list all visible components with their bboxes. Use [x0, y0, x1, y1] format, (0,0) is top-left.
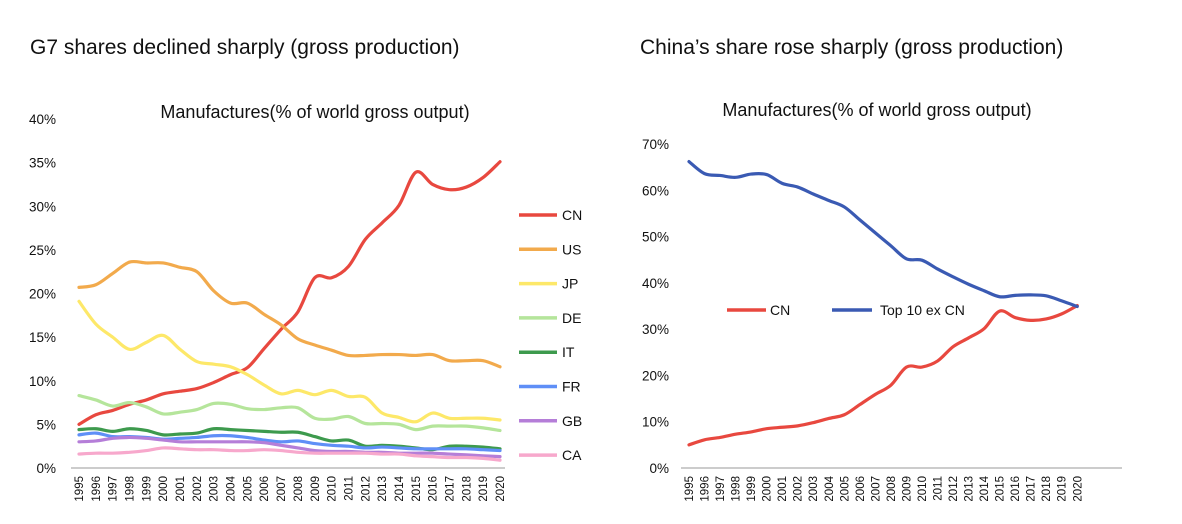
left-x-tick-label: 1998 — [125, 476, 137, 502]
right-x-tick-label: 2017 — [1026, 476, 1038, 502]
left-y-tick-label: 0% — [36, 461, 56, 476]
right-x-tick-label: 2007 — [870, 476, 882, 502]
right-y-tick-label: 40% — [642, 276, 669, 291]
left-y-tick-label: 20% — [29, 287, 56, 302]
right-x-tick-label: 2005 — [839, 476, 851, 502]
right-chart: Manufactures(% of world gross output) 0% 1… — [642, 100, 1122, 502]
left-x-tick-label: 2006 — [259, 476, 271, 502]
right-series-line-top-10-ex-cn — [687, 159, 1079, 309]
legend-label-cn: CN — [562, 207, 582, 223]
left-x-tick-label: 2018 — [461, 476, 473, 502]
right-y-tick-label: 0% — [649, 461, 669, 476]
left-x-tick-label: 2013 — [377, 476, 389, 502]
left-x-tick-label: 2009 — [310, 476, 322, 502]
left-x-tick-label: 2014 — [394, 475, 406, 501]
legend-label-jp: JP — [562, 276, 578, 292]
left-x-tick-label: 2011 — [343, 476, 355, 501]
right-x-tick-label: 1998 — [731, 476, 743, 502]
right-x-tick-label: 2018 — [1041, 476, 1053, 502]
right-x-tick-label: 2009 — [901, 476, 913, 502]
left-x-tick-label: 2016 — [428, 476, 440, 502]
legend-label-de: DE — [562, 310, 581, 326]
left-chart-title: Manufactures(% of world gross output) — [160, 102, 469, 122]
left-x-tick-label: 2005 — [242, 476, 254, 502]
right-legend: CN Top 10 ex CN — [727, 302, 965, 318]
right-y-tick-label: 20% — [642, 368, 669, 383]
right-y-tick-label: 10% — [642, 415, 669, 430]
right-y-tick-label: 30% — [642, 322, 669, 337]
legend-label-cn: CN — [770, 302, 790, 318]
left-x-tick-label: 1999 — [141, 476, 153, 502]
right-x-tick-label: 2016 — [1010, 476, 1022, 502]
legend-label-us: US — [562, 241, 581, 257]
left-series-line-cn — [77, 160, 502, 426]
left-x-tick-label: 2017 — [444, 476, 456, 502]
left-series-line-jp — [77, 299, 502, 424]
left-x-tick-label: 2007 — [276, 476, 288, 502]
left-legend: CN US JP DE IT FR GB CA — [519, 207, 582, 463]
left-x-tick-label: 1995 — [74, 476, 86, 502]
right-x-tick-label: 1999 — [746, 476, 758, 502]
legend-label-ca: CA — [562, 447, 582, 463]
right-x-tick-label: 2014 — [979, 475, 991, 501]
left-x-tick-label: 2019 — [478, 476, 490, 502]
right-x-tick-label: 2006 — [855, 476, 867, 502]
right-x-tick-label: 2010 — [917, 476, 929, 502]
right-x-tick-label: 2020 — [1072, 476, 1084, 502]
right-x-tick-label: 2004 — [824, 475, 836, 501]
left-y-tick-label: 15% — [29, 330, 56, 345]
right-y-tick-label: 60% — [642, 183, 669, 198]
left-y-tick-label: 25% — [29, 243, 56, 258]
left-y-tick-label: 10% — [29, 374, 56, 389]
right-x-tick-label: 2001 — [777, 476, 789, 502]
right-x-tick-label: 1995 — [684, 476, 696, 502]
right-chart-title: Manufactures(% of world gross output) — [722, 100, 1031, 120]
right-x-tick-label: 2000 — [762, 476, 774, 502]
left-series-line-us — [77, 259, 502, 369]
left-x-tick-label: 2002 — [192, 476, 204, 502]
right-y-tick-label: 50% — [642, 230, 669, 245]
right-x-tick-label: 2019 — [1057, 476, 1069, 502]
left-x-tick-label: 1996 — [91, 476, 103, 502]
legend-label-it: IT — [562, 344, 575, 360]
left-y-tick-label: 5% — [36, 417, 56, 432]
left-x-tick-label: 2000 — [158, 476, 170, 502]
left-x-tick-label: 2015 — [411, 476, 423, 502]
left-x-tick-label: 2010 — [327, 476, 339, 502]
right-x-tick-label: 2002 — [793, 476, 805, 502]
right-x-tick-label: 2011 — [932, 476, 944, 501]
right-x-tick-label: 1997 — [715, 476, 727, 502]
legend-label-fr: FR — [562, 379, 581, 395]
left-x-tick-label: 2008 — [293, 476, 305, 502]
left-x-tick-label: 2020 — [495, 476, 507, 502]
left-y-tick-label: 30% — [29, 199, 56, 214]
left-chart: Manufactures(% of world gross output) 0% 5… — [29, 102, 582, 502]
left-x-tick-label: 2004 — [226, 475, 238, 501]
left-x-tick-label: 2012 — [360, 476, 372, 502]
left-y-tick-label: 40% — [29, 112, 56, 127]
left-x-tick-label: 2003 — [209, 476, 221, 502]
left-y-tick-label: 35% — [29, 156, 56, 171]
right-x-tick-label: 2015 — [995, 476, 1007, 502]
right-panel-heading: China’s share rose sharply (gross produc… — [640, 36, 1064, 59]
right-x-tick-label: 2013 — [964, 476, 976, 502]
legend-label-gb: GB — [562, 413, 582, 429]
legend-label-top-10-ex-cn: Top 10 ex CN — [880, 302, 965, 318]
right-x-tick-label: 1996 — [700, 476, 712, 502]
right-x-tick-label: 2012 — [948, 476, 960, 502]
left-series-line-de — [77, 393, 502, 433]
right-x-tick-label: 2008 — [886, 476, 898, 502]
left-x-tick-label: 2001 — [175, 476, 187, 502]
right-x-tick-label: 2003 — [808, 476, 820, 502]
left-panel-heading: G7 shares declined sharply (gross produc… — [30, 36, 460, 59]
left-series-line-ca — [77, 446, 502, 462]
right-series-line-cn — [687, 303, 1079, 447]
left-x-tick-label: 1997 — [108, 476, 120, 502]
right-y-tick-label: 70% — [642, 137, 669, 152]
left-series-line-gb — [77, 435, 502, 459]
